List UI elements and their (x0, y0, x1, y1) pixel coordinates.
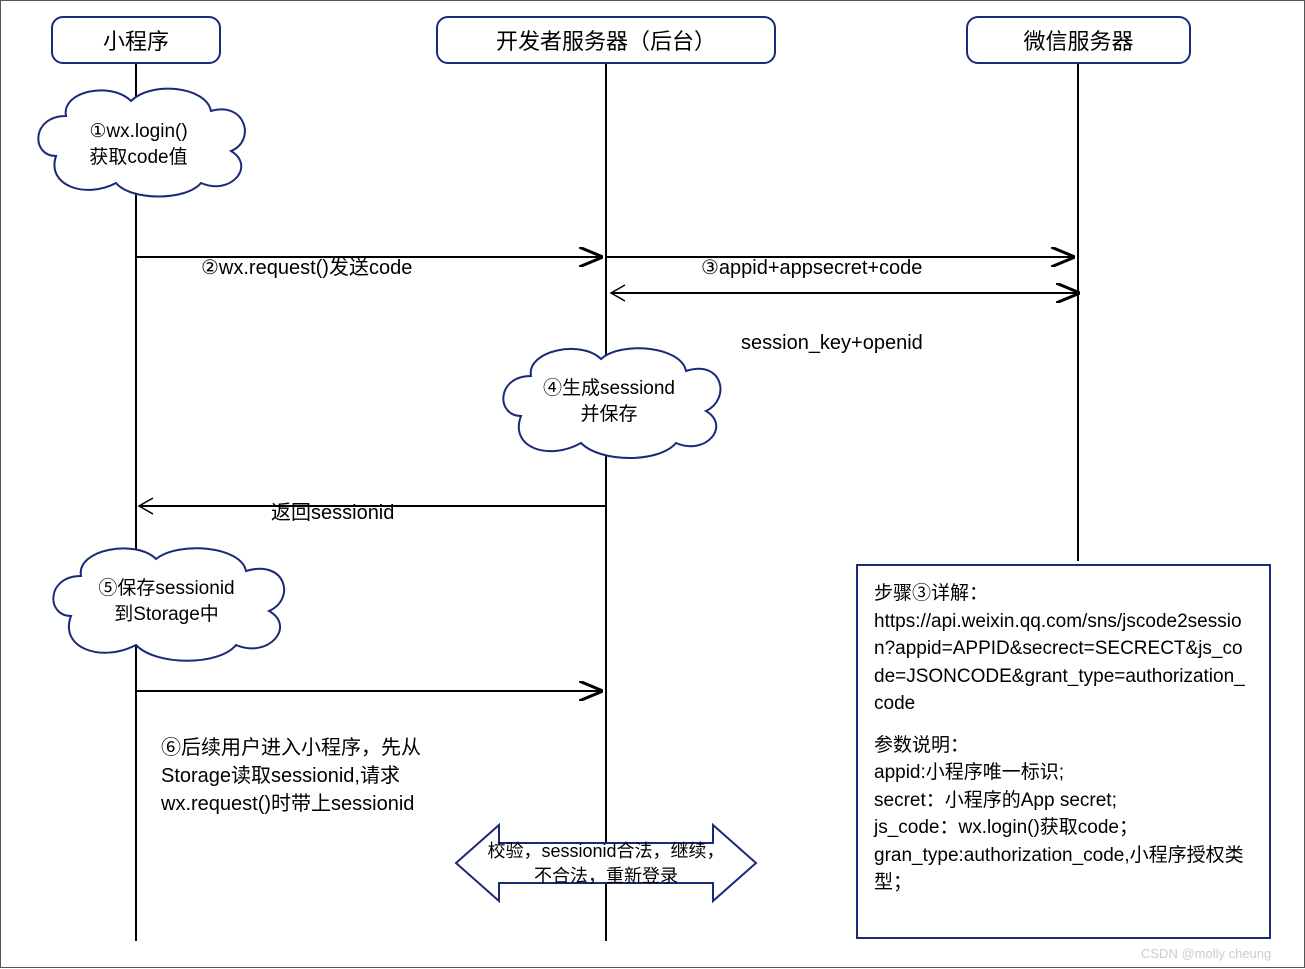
watermark: CSDN @molly cheung (1141, 946, 1271, 961)
note-line: appid:小程序唯一标识; (874, 759, 1253, 787)
cloud-step4-text: ④生成sessiond并保存 (529, 376, 689, 427)
msg-label-3: ③appid+appsecret+code (701, 226, 922, 282)
participant-label: 开发者服务器（后台） (496, 24, 716, 56)
double-arrow-text: 校验，sessionid合法，继续，不合法，重新登录 (481, 839, 731, 889)
msg-label-3r: session_key+openid (741, 301, 923, 357)
note-line: gran_type:authorization_code,小程序授权类型； (874, 842, 1253, 897)
participant-miniapp: 小程序 (51, 16, 221, 64)
participant-devserver: 开发者服务器（后台） (436, 16, 776, 64)
note-step3-detail: 步骤③详解： https://api.weixin.qq.com/sns/jsc… (856, 564, 1271, 939)
lifeline-miniapp (135, 64, 137, 941)
cloud-step1-text: ①wx.login()获取code值 (61, 119, 216, 170)
participant-wxserver: 微信服务器 (966, 16, 1191, 64)
note-line: 参数说明： (874, 732, 1253, 760)
msg-label-5: 返回sessionid (271, 471, 394, 527)
note-line: secret：小程序的App secret; (874, 787, 1253, 815)
note-line: js_code：wx.login()获取code； (874, 814, 1253, 842)
cloud-step5-text: ⑤保存sessionid到Storage中 (79, 576, 254, 627)
msg-label-6: ⑥后续用户进入小程序，先从Storage读取sessionid,请求wx.req… (161, 706, 581, 818)
lifeline-devserver (605, 64, 607, 941)
note-line: https://api.weixin.qq.com/sns/jscode2ses… (874, 608, 1253, 718)
note-line (874, 718, 1253, 732)
note-line: 步骤③详解： (874, 580, 1253, 608)
msg-label-2: ②wx.request()发送code (201, 226, 412, 282)
lifeline-wxserver (1077, 64, 1079, 561)
participant-label: 小程序 (103, 24, 169, 56)
participant-label: 微信服务器 (1023, 24, 1133, 56)
sequence-diagram-canvas: 小程序 开发者服务器（后台） 微信服务器 (0, 0, 1305, 968)
